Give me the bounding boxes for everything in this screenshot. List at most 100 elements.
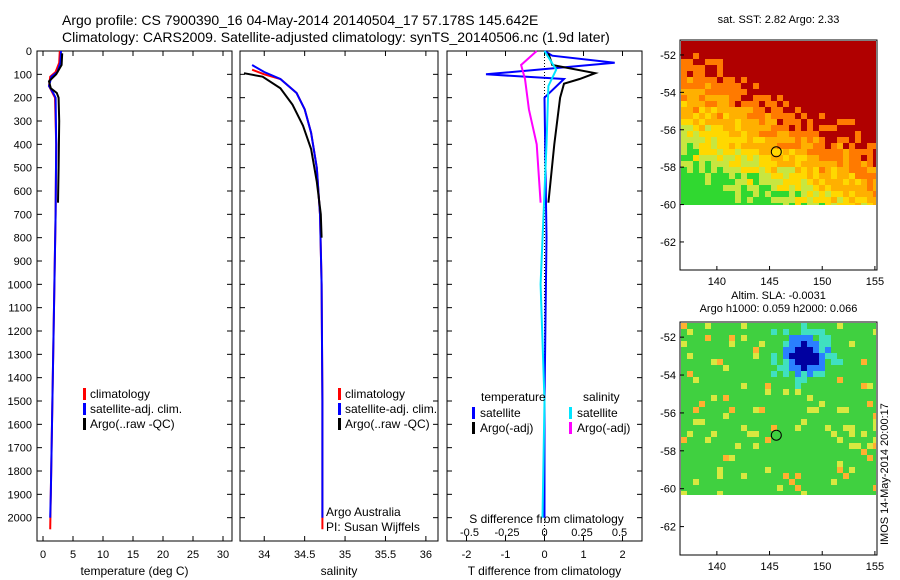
map-x-tick-label: 145 (760, 276, 778, 288)
figure-title-line-1: Argo profile: CS 7900390_16 04-May-2014 … (62, 12, 539, 28)
x-tick-label: 34.5 (294, 549, 315, 561)
legend-label: satellite-adj. clim. (345, 402, 437, 416)
series-line-difference-2 (539, 50, 558, 518)
secondary-x-axis-label: S difference from climatology (469, 512, 624, 526)
figure-title-line-2: Climatology: CARS2009. Satellite-adjuste… (62, 29, 610, 45)
legend-label: climatology (345, 387, 405, 401)
legend-swatch (569, 422, 572, 434)
argo-location-marker (770, 146, 782, 158)
y-tick-label: 1100 (8, 303, 32, 315)
top-x-tick-label: -0.5 (460, 527, 479, 539)
x-tick-label: 15 (127, 549, 139, 561)
y-tick-label: 300 (14, 116, 32, 128)
map-x-tick-label: 140 (708, 561, 726, 573)
series-line-difference-3 (519, 50, 542, 203)
legend-label: satellite (577, 406, 618, 420)
x-tick-label: -2 (462, 549, 472, 561)
legend-swatch (569, 407, 572, 419)
y-tick-label: 700 (14, 209, 32, 221)
map-title-line: Altim. SLA: -0.0031 (731, 290, 826, 302)
legend-label: climatology (90, 387, 150, 401)
argo-location-marker (770, 429, 782, 441)
map-title-line: Argo h1000: 0.059 h2000: 0.066 (700, 303, 858, 315)
y-tick-label: 2000 (8, 513, 32, 525)
series-line-salinity-2 (243, 72, 323, 238)
map-x-tick-label: 150 (813, 561, 831, 573)
map-image-sst (681, 41, 876, 205)
annotation: PI: Susan Wijffels (326, 520, 420, 534)
x-tick-label: 0 (541, 549, 547, 561)
map-y-tick-label: -54 (660, 87, 676, 99)
map-y-tick-label: -56 (660, 125, 676, 137)
x-tick-label: 34 (258, 549, 270, 561)
map-x-tick-label: 145 (760, 561, 778, 573)
x-tick-label: 35.5 (375, 549, 396, 561)
series-line-temperature-2 (47, 53, 64, 203)
y-tick-label: 0 (26, 46, 32, 58)
x-tick-label: 36 (420, 549, 432, 561)
map-y-tick-label: -62 (660, 522, 676, 534)
legend-label: Argo(..raw -QC) (345, 417, 430, 431)
map-x-tick-label: 140 (708, 276, 726, 288)
y-tick-label: 1600 (8, 419, 32, 431)
map-y-tick-label: -52 (660, 332, 676, 344)
y-tick-label: 1700 (8, 443, 32, 455)
legend-label: Argo(..raw -QC) (90, 417, 175, 431)
x-tick-label: 25 (187, 549, 199, 561)
legend-title-salinity: salinity (583, 390, 620, 404)
top-x-tick-label: -0.25 (494, 527, 519, 539)
map-x-tick-label: 155 (866, 276, 884, 288)
y-tick-label: 500 (14, 163, 32, 175)
map-y-tick-label: -60 (660, 200, 676, 212)
y-tick-label: 1300 (8, 349, 32, 361)
map-y-tick-label: -58 (660, 162, 676, 174)
map-y-tick-label: -58 (660, 446, 676, 458)
map-y-tick-label: -54 (660, 370, 676, 382)
y-tick-label: 1500 (8, 396, 32, 408)
legend-label: Argo(-adj) (577, 421, 630, 435)
top-x-tick-label: 0.5 (612, 527, 627, 539)
map-title: sat. SST: 2.82 Argo: 2.33 (718, 14, 840, 26)
x-tick-label: 2 (619, 549, 625, 561)
x-tick-label: 5 (70, 549, 76, 561)
x-tick-label: 10 (97, 549, 109, 561)
x-axis-label: T difference from climatology (468, 564, 622, 578)
legend-swatch (338, 418, 341, 430)
map-y-tick-label: -60 (660, 484, 676, 496)
legend-title-temperature: temperature (481, 390, 546, 404)
series-line-salinity-1 (251, 64, 324, 518)
top-x-tick-label: 0.25 (571, 527, 592, 539)
legend-swatch (338, 403, 341, 415)
y-tick-label: 800 (14, 233, 32, 245)
y-tick-label: 1800 (8, 466, 32, 478)
panel-frame-salinity (239, 50, 439, 542)
legend-swatch (472, 422, 475, 434)
map-image-sla (681, 323, 876, 495)
x-axis-label: temperature (deg C) (80, 564, 188, 578)
y-tick-label: 1900 (8, 489, 32, 501)
x-tick-label: 20 (157, 549, 169, 561)
credit-label: IMOS 14-May-2014 20:00:17 (879, 403, 891, 545)
map-y-tick-label: -52 (660, 50, 676, 62)
y-tick-label: 400 (14, 139, 32, 151)
legend-swatch (338, 388, 341, 400)
legend-swatch (83, 388, 86, 400)
map-x-tick-label: 155 (866, 561, 884, 573)
top-x-tick-label: 0 (541, 527, 547, 539)
x-tick-label: 30 (217, 549, 229, 561)
legend-label: Argo(-adj) (480, 421, 533, 435)
y-tick-label: 600 (14, 186, 32, 198)
legend-swatch (83, 403, 86, 415)
map-y-tick-label: -62 (660, 237, 676, 249)
x-tick-label: 1 (580, 549, 586, 561)
y-tick-label: 1000 (8, 279, 32, 291)
x-tick-label: -1 (501, 549, 511, 561)
y-tick-label: 1200 (8, 326, 32, 338)
x-tick-label: 0 (40, 549, 46, 561)
legend-label: satellite-adj. clim. (90, 402, 182, 416)
map-x-tick-label: 150 (813, 276, 831, 288)
annotation: Argo Australia (326, 505, 401, 519)
legend-label: satellite (480, 406, 521, 420)
y-tick-label: 900 (14, 256, 32, 268)
